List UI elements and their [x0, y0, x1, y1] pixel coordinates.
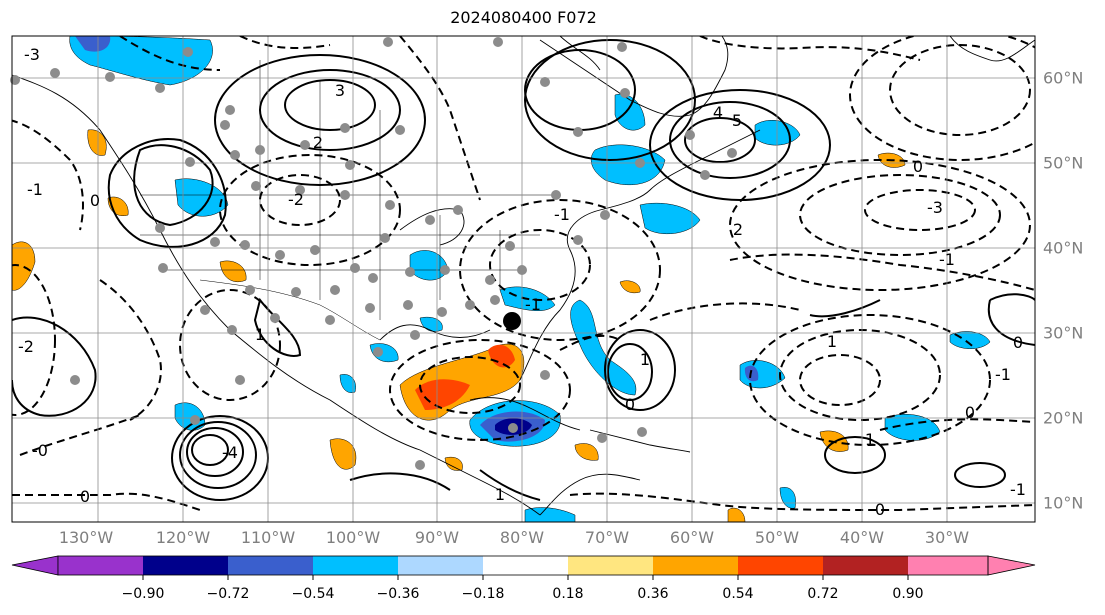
contour-label: 2 [733, 220, 743, 239]
lon-label: 110°W [240, 528, 296, 547]
colorbar-tick-label: −0.54 [291, 586, 335, 602]
contour-label: -1 [27, 180, 43, 199]
contour-label: 4 [713, 103, 723, 122]
contour-label: 1 [495, 485, 505, 504]
colorbar-tick-label: 0.90 [892, 586, 924, 602]
contour-label: 1 [255, 325, 265, 344]
contour-label: -2 [18, 337, 34, 356]
contour-label: -0 [32, 441, 48, 460]
contour-label: -3 [927, 198, 943, 217]
contours-negative [12, 36, 1035, 512]
contour-label: 0 [913, 157, 923, 176]
contour-label: 0 [875, 500, 885, 519]
lat-label: 40°N [1043, 238, 1084, 258]
lon-label: 100°W [325, 528, 381, 547]
contour-labels: -3 3 2 -2 -1 0 1 -2 4 5 -1 -3 0 -1 0 1 -… [18, 45, 1026, 519]
lon-label: 60°W [669, 528, 715, 547]
lon-label: 90°W [414, 528, 460, 547]
contour-label: 5 [732, 111, 742, 130]
contour-label: -1 [995, 365, 1011, 384]
storm-center-marker [503, 312, 521, 330]
shaded-regions [12, 36, 991, 522]
colorbar-tick-label: 0.54 [722, 586, 754, 602]
contour-label: -1 [525, 295, 541, 314]
contour-label: -4 [222, 443, 238, 462]
lon-label: 130°W [58, 528, 114, 547]
lat-label: 50°N [1043, 153, 1084, 173]
lon-label: 80°W [499, 528, 545, 547]
lon-label: 120°W [155, 528, 211, 547]
colorbar-tick-label: 0.36 [637, 586, 669, 602]
coastlines [12, 36, 1035, 516]
colorbar-tick-label: 0.18 [552, 586, 584, 602]
colorbar-tick-label: −0.72 [206, 586, 250, 602]
lat-label: 20°N [1043, 408, 1084, 428]
contour-label: 0 [80, 487, 90, 506]
lat-label: 10°N [1043, 493, 1084, 513]
contour-label: -1 [1010, 480, 1026, 499]
contour-label: -1 [554, 205, 570, 224]
contour-label: 0 [965, 403, 975, 422]
lat-label: 60°N [1043, 68, 1084, 88]
lon-label: 70°W [584, 528, 630, 547]
contour-label: 0 [90, 191, 100, 210]
lat-label: 30°N [1043, 323, 1084, 343]
lon-label: 40°W [839, 528, 885, 547]
colorbar-extend-high [987, 555, 1036, 576]
contour-label: -2 [288, 190, 304, 209]
lon-label: 30°W [924, 528, 970, 547]
colorbar-tick-label: −0.90 [121, 586, 165, 602]
station-markers [10, 37, 737, 470]
graticule [12, 36, 1035, 522]
contour-label: 1 [865, 430, 875, 449]
colorbar-tick-label: 0.72 [807, 586, 839, 602]
contour-label: 1 [640, 350, 650, 369]
contour-label: 1 [827, 332, 837, 351]
contour-label: 0 [1013, 333, 1023, 352]
colorbar-tick-label: −0.18 [461, 586, 505, 602]
contour-label: 0 [625, 395, 635, 414]
contour-label: 2 [313, 133, 323, 152]
contour-label: -3 [24, 45, 40, 64]
contour-label: -1 [939, 250, 955, 269]
map-frame [11, 35, 1036, 523]
map-title: 2024080400 F072 [450, 8, 597, 27]
colorbar-tick-label: −0.36 [376, 586, 420, 602]
contour-label: 3 [335, 81, 345, 100]
colorbar-extend-low [11, 555, 59, 576]
lon-label: 50°W [754, 528, 800, 547]
colorbar [11, 555, 1036, 580]
